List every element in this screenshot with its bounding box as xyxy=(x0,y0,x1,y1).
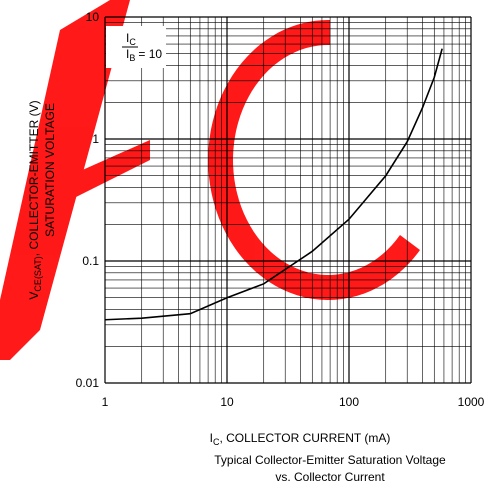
caption: Typical Collector-Emitter Saturation Vol… xyxy=(214,453,446,467)
watermark xyxy=(0,0,420,360)
x-tick-label: 100 xyxy=(339,395,359,409)
series-line xyxy=(104,48,443,321)
y-tick-label: 10 xyxy=(86,10,100,24)
x-tick-label: 1000 xyxy=(458,395,485,409)
annotation: IB = 10 xyxy=(126,47,162,63)
plot-area: 1 10 100 1000 0.01 0.1 1 10 xyxy=(76,10,485,409)
x-tick-label: 1 xyxy=(102,395,109,409)
y-axis-label: VCE(SAT), COLLECTOR-EMITTER (V) xyxy=(27,100,43,299)
y-axis-label: SATURATION VOLTAGE xyxy=(43,103,57,237)
caption: vs. Collector Current xyxy=(275,470,385,484)
annotation: IC xyxy=(126,31,136,47)
x-axis-label: IC, COLLECTOR CURRENT (mA) xyxy=(210,431,391,447)
y-tick-label: 0.01 xyxy=(76,376,100,390)
y-tick-label: 1 xyxy=(92,132,99,146)
y-tick-label: 0.1 xyxy=(82,254,99,268)
x-tick-label: 10 xyxy=(220,395,234,409)
